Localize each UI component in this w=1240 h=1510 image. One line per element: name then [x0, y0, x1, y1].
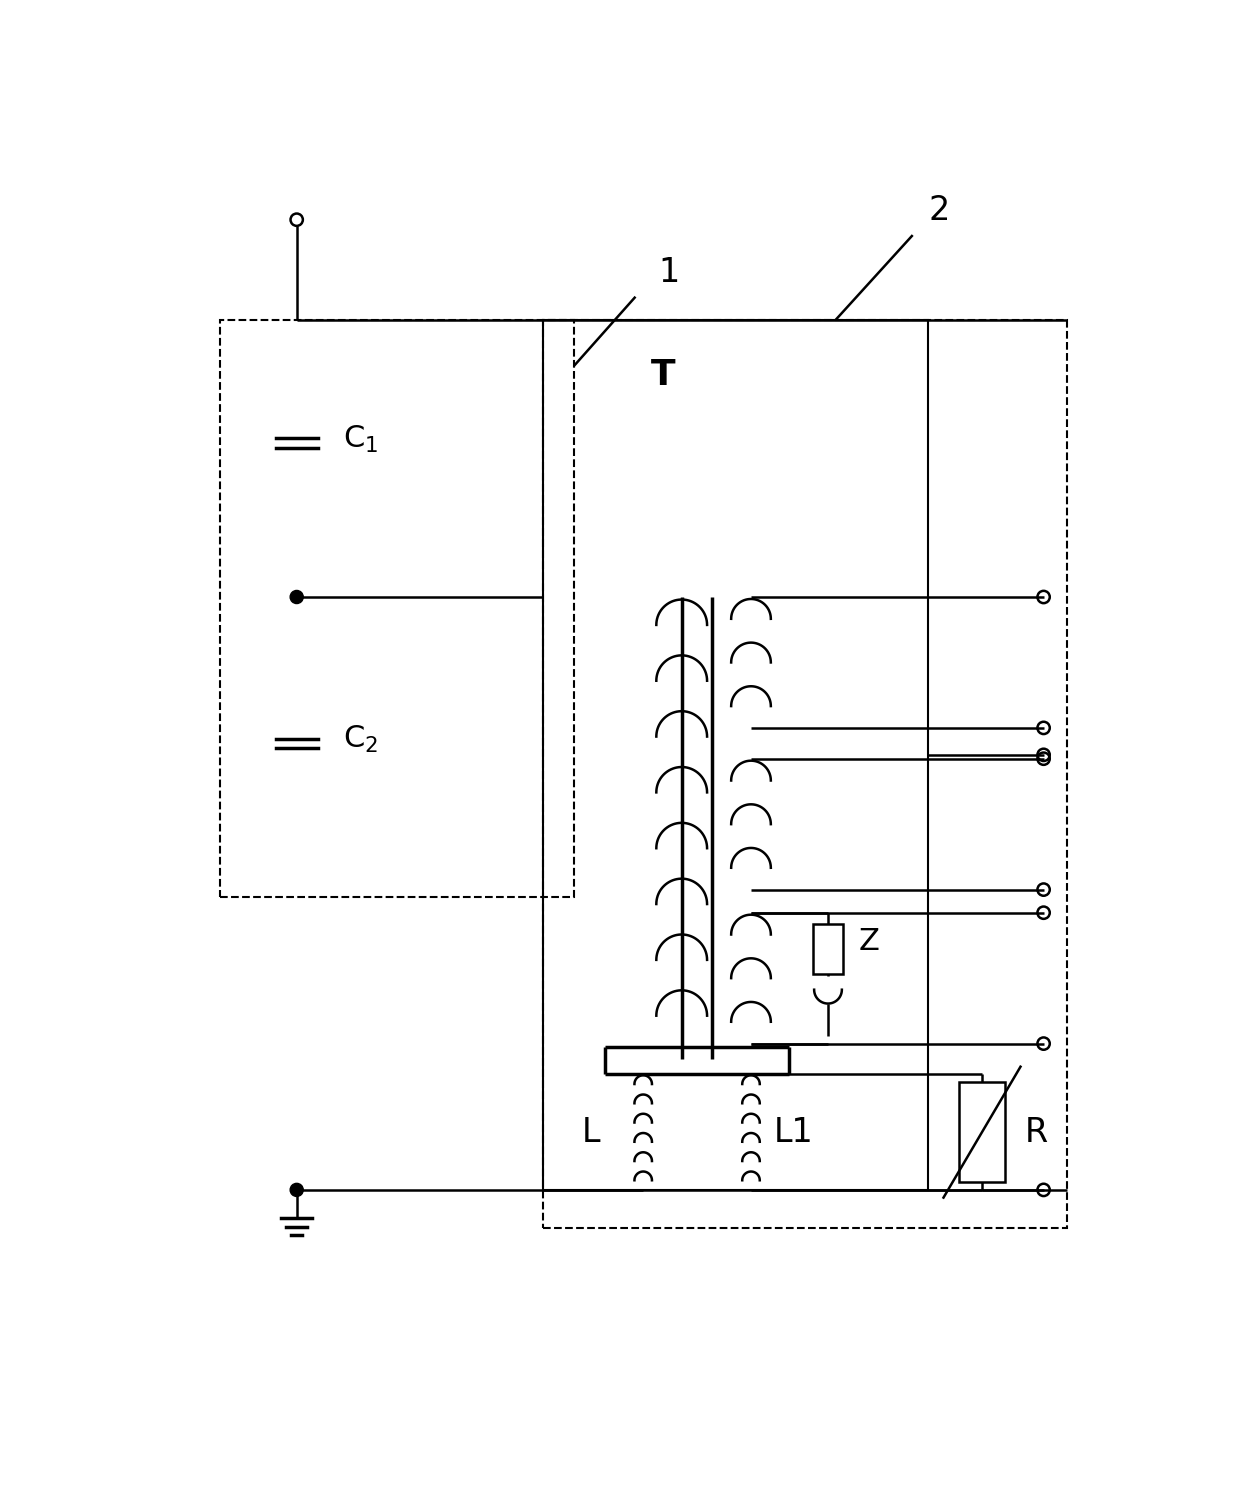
Text: T: T — [651, 358, 676, 393]
Bar — [959, 1083, 1006, 1182]
Text: R: R — [1024, 1116, 1048, 1149]
Bar — [543, 320, 928, 1190]
Text: Z: Z — [859, 927, 879, 956]
Bar — [543, 320, 1066, 1229]
Text: 1: 1 — [658, 257, 680, 288]
Text: 2: 2 — [928, 195, 950, 228]
Circle shape — [290, 1184, 304, 1196]
Bar — [219, 320, 574, 897]
Bar — [812, 924, 843, 974]
Text: L: L — [582, 1116, 600, 1149]
Text: C$_1$: C$_1$ — [343, 424, 378, 455]
Text: C$_2$: C$_2$ — [343, 723, 378, 755]
Circle shape — [290, 590, 304, 604]
Text: L1: L1 — [774, 1116, 813, 1149]
